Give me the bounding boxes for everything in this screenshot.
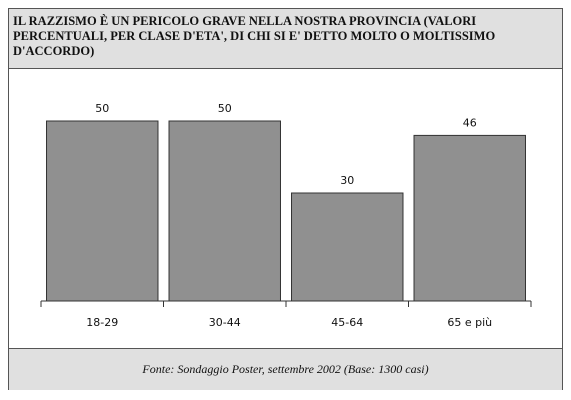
value-label: 50 [95,102,109,115]
bar [46,120,159,302]
bar [291,192,404,302]
bar [168,120,281,302]
value-label: 30 [340,174,354,187]
chart-source: Fonte: Sondaggio Poster, settembre 2002 … [9,348,562,390]
x-tick-label: 18-29 [86,316,118,329]
x-tick-label: 65 e più [447,316,492,329]
chart: 18-29 50 30-44 50 45-64 30 65 e più 46 [40,102,532,329]
chart-frame: IL RAZZISMO È UN PERICOLO GRAVE NELLA NO… [8,8,563,390]
x-tick-label: 45-64 [331,316,363,329]
value-label: 50 [218,102,232,115]
bar [413,134,526,302]
chart-title: IL RAZZISMO È UN PERICOLO GRAVE NELLA NO… [9,9,562,69]
value-label: 46 [463,116,477,129]
x-tick-label: 30-44 [209,316,241,329]
